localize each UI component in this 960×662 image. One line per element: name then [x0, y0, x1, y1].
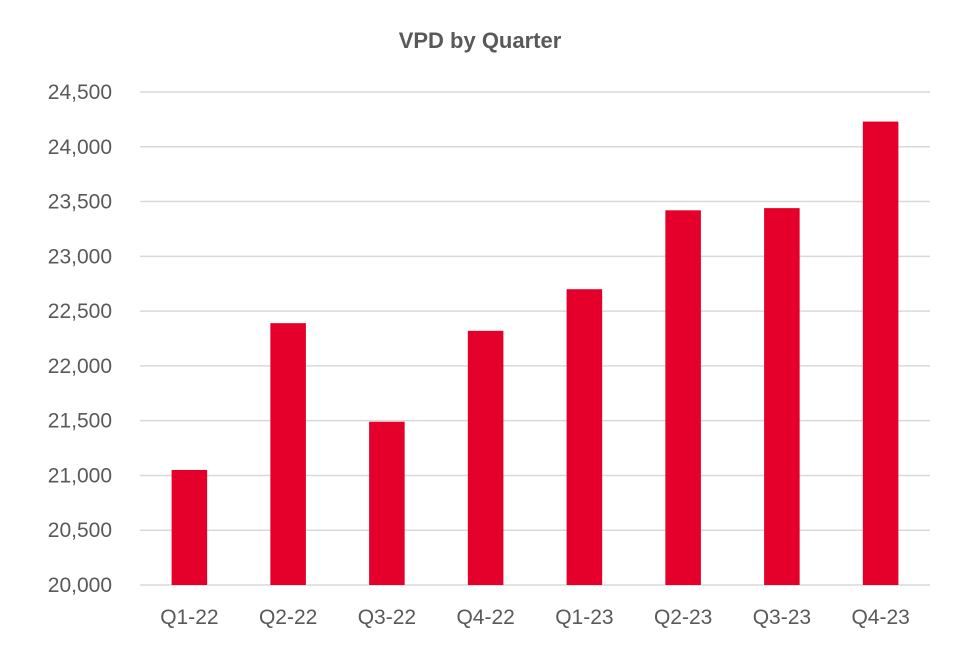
x-tick-label: Q4-22	[456, 606, 514, 629]
x-tick-label: Q1-22	[160, 606, 218, 629]
y-tick-label: 24,500	[48, 81, 112, 104]
y-tick-label: 24,000	[48, 136, 112, 159]
x-tick-label: Q3-22	[358, 606, 416, 629]
bar-q3-22	[369, 421, 405, 585]
y-tick-label: 20,000	[48, 574, 112, 597]
x-tick-label: Q2-23	[654, 606, 712, 629]
y-tick-label: 22,000	[48, 355, 112, 378]
y-axis: 20,000 20,500 21,000 21,500 22,000 22,500 23,0…	[48, 81, 112, 597]
x-tick-label: Q4-23	[851, 606, 909, 629]
y-tick-label: 23,500	[48, 191, 112, 214]
bar-q4-23	[862, 121, 899, 585]
x-tick-label: Q1-23	[555, 606, 613, 629]
x-tick-label: Q2-22	[259, 606, 317, 629]
bar-q1-23	[566, 289, 603, 585]
chart-title: VPD by Quarter	[399, 28, 562, 53]
y-tick-label: 21,500	[48, 410, 112, 433]
y-tick-label: 21,000	[48, 464, 112, 487]
bar-q2-23	[665, 210, 701, 585]
bar-q3-23	[764, 208, 800, 585]
bars	[171, 121, 899, 585]
x-axis: Q1-22 Q2-22 Q3-22 Q4-22 Q1-23 Q2-23 Q3-23 Q4-23	[160, 606, 910, 629]
bar-q4-22	[467, 330, 504, 585]
bar-q1-22	[171, 469, 208, 585]
gridlines	[140, 91, 930, 586]
y-tick-label: 23,000	[48, 245, 112, 268]
y-tick-label: 22,500	[48, 300, 112, 323]
y-tick-label: 20,500	[48, 519, 112, 542]
x-tick-label: Q3-23	[753, 606, 811, 629]
bar-q2-22	[270, 323, 306, 585]
